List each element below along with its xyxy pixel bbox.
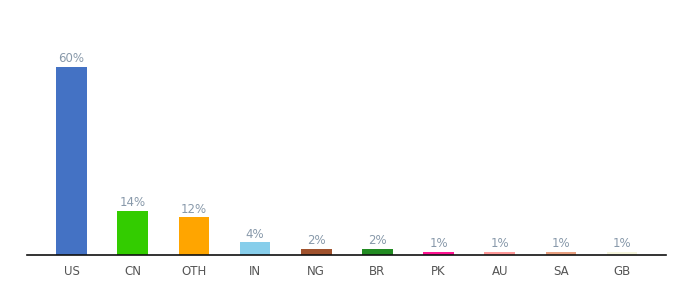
Text: 1%: 1% (613, 237, 631, 250)
Bar (362, 249, 392, 255)
Bar (179, 218, 209, 255)
Text: 1%: 1% (551, 237, 571, 250)
Text: 2%: 2% (368, 234, 387, 247)
Text: 1%: 1% (490, 237, 509, 250)
Bar (118, 211, 148, 255)
Text: 60%: 60% (58, 52, 84, 65)
Bar (56, 67, 87, 255)
Bar (240, 242, 271, 255)
Bar (484, 252, 515, 255)
Bar (423, 252, 454, 255)
Text: 14%: 14% (120, 196, 146, 209)
Text: 12%: 12% (181, 202, 207, 216)
Text: 2%: 2% (307, 234, 326, 247)
Bar (545, 252, 576, 255)
Text: 4%: 4% (245, 228, 265, 241)
Bar (301, 249, 332, 255)
Text: 1%: 1% (429, 237, 448, 250)
Bar (607, 252, 637, 255)
